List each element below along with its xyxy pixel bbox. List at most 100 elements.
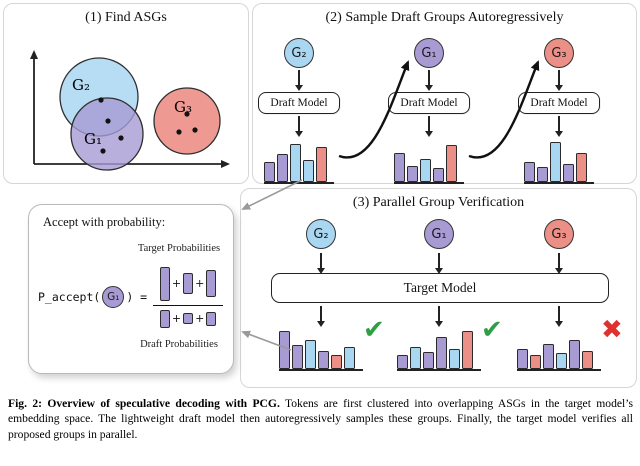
bar: [517, 349, 528, 369]
draft-model-box: Draft Model: [518, 92, 600, 114]
verified-distribution-chart: [397, 325, 481, 371]
caption-body: Tokens are first clustered into overlapp…: [8, 397, 633, 441]
plus-sign: +: [195, 312, 205, 325]
group-badge-g1: G₁: [102, 286, 125, 308]
reject-cross-icon: ✖: [601, 315, 623, 345]
group-badge-g3: G₃: [544, 219, 574, 249]
bar: [277, 154, 288, 182]
caption-label: Fig. 2: Overview of speculative decoding…: [8, 397, 280, 410]
group-label: G₁: [107, 291, 120, 303]
bar: [423, 352, 434, 369]
bar: [436, 337, 447, 369]
figure-caption: Fig. 2: Overview of speculative decoding…: [8, 396, 633, 442]
down-arrow-icon: [320, 253, 323, 268]
bar: [530, 355, 541, 369]
bar: [446, 145, 457, 182]
draft-model-box: Draft Model: [258, 92, 340, 114]
accept-check-icon: ✔: [481, 315, 503, 345]
cluster-label-g3: G₃: [174, 98, 192, 116]
bar: [264, 162, 275, 182]
bar: [318, 351, 329, 369]
plus-sign: +: [171, 312, 182, 325]
formula-prefix: P_accept(: [38, 290, 101, 304]
formula-suffix: ) =: [126, 290, 148, 304]
fraction-line: [153, 304, 224, 306]
plus-sign: +: [171, 277, 182, 290]
group-label: G₁: [431, 226, 447, 242]
bar: [410, 347, 421, 369]
bar: [433, 168, 444, 182]
bar: [183, 313, 194, 324]
down-arrow-icon: [558, 253, 561, 268]
group-label: G₃: [551, 226, 567, 242]
draft-distribution-chart: [264, 138, 334, 184]
bar: [582, 351, 593, 369]
bar: [183, 273, 194, 294]
panel2-title: (2) Sample Draft Groups Autoregressively: [325, 10, 564, 25]
panel3-title: (3) Parallel Group Verification: [352, 195, 525, 210]
down-arrow-icon: [438, 306, 441, 321]
group-label: G₂: [313, 226, 329, 242]
draft-column-g2: G₂ Draft Model: [257, 38, 341, 184]
bar: [279, 331, 290, 369]
panel1-title: (1) Find ASGs: [85, 10, 167, 25]
bar: [292, 345, 303, 369]
bar: [159, 309, 170, 328]
group-label: G₁: [421, 45, 437, 61]
group-badge-g3: G₃: [544, 38, 574, 68]
group-label: G₂: [291, 45, 307, 61]
down-arrow-icon: [557, 70, 561, 85]
draft-column-g1: G₁ Draft Model: [387, 38, 471, 184]
bar: [397, 355, 408, 369]
bar: [420, 159, 431, 182]
bar: [159, 266, 170, 301]
accept-check-icon: ✔: [363, 315, 385, 345]
down-arrow-icon: [438, 253, 441, 268]
bar: [537, 167, 548, 182]
bar: [543, 344, 554, 369]
bar: [206, 311, 217, 326]
draft-distribution-chart: [394, 138, 464, 184]
bar: [206, 270, 217, 297]
panel-sample-draft-groups: (2) Sample Draft Groups Autoregressively…: [252, 3, 637, 184]
bar: [305, 340, 316, 369]
panel-parallel-verification: (3) Parallel Group Verification G₂ G₁ G₃…: [240, 188, 637, 388]
panel-find-asgs: (1) Find ASGs G₂ G₁ G₃: [3, 3, 249, 184]
draft-column-g3: G₃ Draft Model: [517, 38, 601, 184]
down-arrow-icon: [558, 306, 561, 321]
draft-probability-bars: + +: [159, 309, 217, 328]
bar: [331, 355, 342, 369]
group-badge-g2: G₂: [284, 38, 314, 68]
bar: [556, 353, 567, 369]
down-arrow-icon: [427, 116, 431, 131]
asg-embedding-plot: G₂ G₁ G₃: [30, 50, 230, 171]
verified-distribution-chart: [517, 325, 601, 371]
group-label: G₃: [551, 45, 567, 61]
down-arrow-icon: [557, 116, 561, 131]
draft-distribution-chart: [524, 138, 594, 184]
accept-box-title: Accept with probability:: [43, 215, 166, 229]
target-model-box: Target Model: [271, 273, 609, 303]
draft-probabilities-label: Draft Probabilities: [140, 339, 218, 350]
group-badge-g1: G₁: [414, 38, 444, 68]
bar: [563, 164, 574, 182]
target-probabilities-label: Target Probabilities: [137, 243, 221, 254]
cluster-label-g2: G₂: [72, 76, 90, 94]
bar: [524, 162, 535, 182]
plus-sign: +: [195, 277, 205, 290]
verified-distribution-chart: [279, 325, 363, 371]
bar: [462, 331, 473, 369]
bar: [569, 340, 580, 369]
target-probability-bars: + +: [159, 266, 217, 301]
acceptance-formula: P_accept( G₁ ) = + + + +: [38, 261, 224, 333]
token-dots: [98, 97, 198, 154]
down-arrow-icon: [320, 306, 323, 321]
bar: [449, 349, 460, 369]
bar: [303, 160, 314, 182]
bar: [290, 144, 301, 182]
cluster-circle-g2: [59, 57, 139, 137]
cluster-circle-g1: [70, 97, 144, 171]
group-badge-g2: G₂: [306, 219, 336, 249]
accept-probability-box: Accept with probability: Target Probabil…: [28, 204, 234, 374]
